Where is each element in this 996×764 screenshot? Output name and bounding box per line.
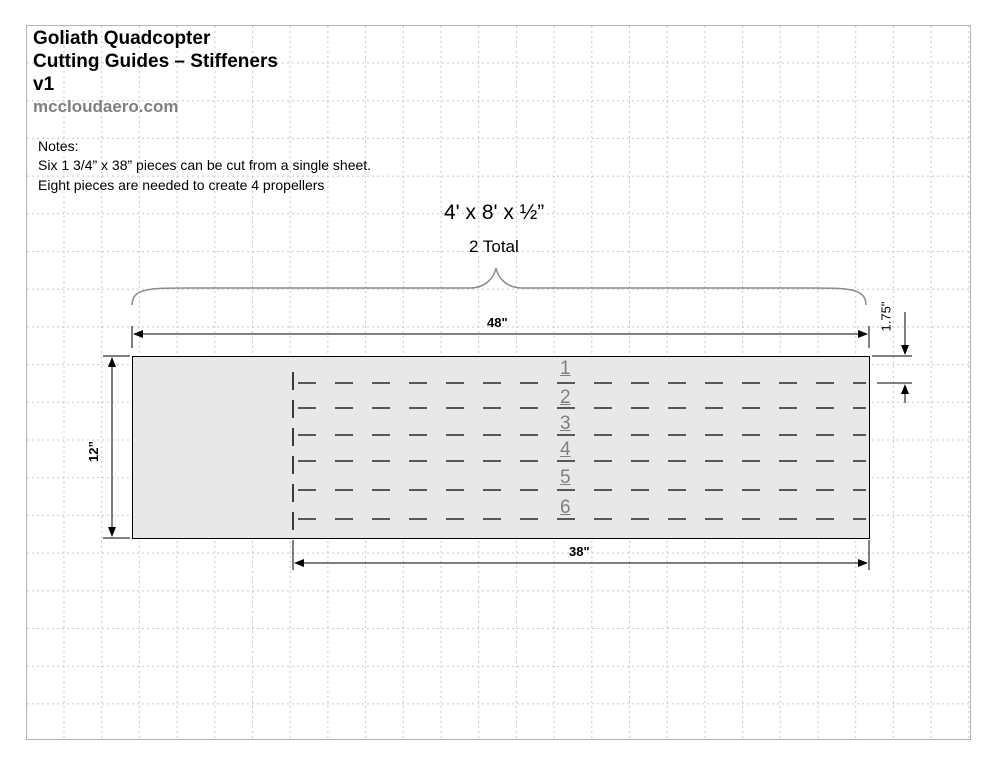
strip-number-2: 2 xyxy=(560,387,571,408)
strip-number-4: 4 xyxy=(560,439,571,460)
notes-line-1: Six 1 3/4” x 38” pieces can be cut from … xyxy=(38,157,372,173)
plywood-board xyxy=(132,356,870,539)
notes-line-2: Eight pieces are needed to create 4 prop… xyxy=(38,177,325,193)
notes-heading: Notes: xyxy=(38,138,79,154)
height-dimension-label: 12” xyxy=(85,441,101,462)
website-label: mccloudaero.com xyxy=(33,97,179,116)
strip-number-1: 1 xyxy=(560,358,571,379)
strip-length-dimension-label: 38" xyxy=(569,544,590,559)
sheet-quantity-label: 2 Total xyxy=(469,237,519,256)
version-label: v1 xyxy=(33,74,55,95)
sheet-size-label: 4' x 8' x ½” xyxy=(444,201,545,224)
total-width-brace xyxy=(131,267,867,306)
strip-number-3: 3 xyxy=(560,413,571,434)
title-line-1: Goliath Quadcopter xyxy=(33,28,211,49)
strip-number-6: 6 xyxy=(560,497,571,518)
strip-number-5: 5 xyxy=(560,467,571,488)
strip-width-dimension-label: 1.75" xyxy=(878,301,894,332)
width-dimension-label: 48" xyxy=(487,315,508,330)
title-line-2: Cutting Guides – Stiffeners xyxy=(33,51,278,72)
